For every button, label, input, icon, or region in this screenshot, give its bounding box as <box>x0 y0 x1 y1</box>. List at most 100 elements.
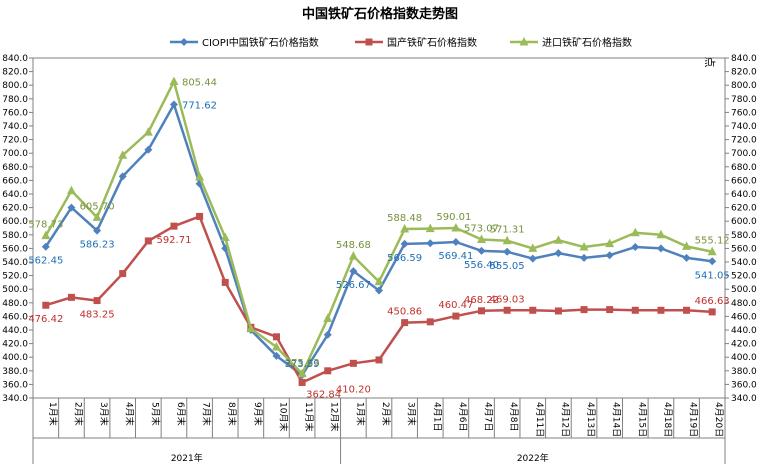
marker-square <box>554 307 562 315</box>
data-label: 541.05 <box>695 270 730 281</box>
data-label: 375.63 <box>285 358 320 369</box>
y-tick-label-right: 460.0 <box>731 312 757 322</box>
marker-square <box>478 307 486 315</box>
data-label: 555.12 <box>695 236 730 247</box>
plot-area-border <box>32 57 726 399</box>
y-tick-label-right: 660.0 <box>731 176 757 186</box>
marker-diamond <box>93 226 102 235</box>
marker-diamond <box>631 243 640 252</box>
y-tick-label-left: 520.0 <box>2 272 28 282</box>
marker-diamond <box>323 330 332 339</box>
x-tick-label: 10月末 <box>277 402 289 431</box>
y-tick-label-right: 340.0 <box>731 394 757 404</box>
data-label: 556.40 <box>464 260 499 271</box>
x-tick-label: 11月末 <box>303 402 315 431</box>
chart-title: 中国铁矿石价格指数走势图 <box>302 6 458 22</box>
marker-triangle <box>348 251 358 260</box>
marker-diamond <box>67 203 76 212</box>
data-label: 410.20 <box>336 384 371 395</box>
data-label: 586.23 <box>80 240 115 251</box>
marker-diamond <box>554 249 563 258</box>
x-tick-label: 8月末 <box>226 402 238 426</box>
marker-diamond <box>41 242 50 251</box>
marker-square <box>42 301 50 309</box>
marker-triangle <box>477 234 487 244</box>
marker-diamond <box>180 38 188 46</box>
marker-triangle <box>519 37 529 46</box>
data-label: 562.45 <box>28 256 63 267</box>
marker-triangle <box>707 246 717 256</box>
marker-square <box>221 278 229 286</box>
marker-triangle <box>656 229 666 239</box>
marker-square <box>144 237 152 245</box>
y-tick-label-right: 780.0 <box>731 95 757 105</box>
y-tick-label-right: 760.0 <box>731 108 757 118</box>
marker-square <box>93 297 101 305</box>
y-tick-label-right: 600.0 <box>731 217 757 227</box>
y-tick-label-right: 500.0 <box>731 285 757 295</box>
data-label: 450.86 <box>387 307 422 318</box>
marker-diamond <box>477 246 486 255</box>
marker-triangle <box>400 224 410 233</box>
marker-diamond <box>144 145 153 154</box>
marker-diamond <box>682 253 691 262</box>
data-label: 469.03 <box>490 294 525 305</box>
y-tick-label-right: 700.0 <box>731 149 757 159</box>
y-tick-label-left: 500.0 <box>2 285 28 295</box>
data-label: 566.59 <box>387 253 422 264</box>
data-labels: 562.45 586.23 771.62 373.59 526.67 566.59 569.… <box>28 78 729 401</box>
marker-triangle <box>605 238 615 248</box>
marker-square <box>452 312 460 320</box>
marker-square <box>426 318 434 326</box>
y-tick-label-left: 580.0 <box>2 231 28 241</box>
x-tick-label: 5月末 <box>149 402 161 426</box>
y-tick-label-left: 660.0 <box>2 176 28 186</box>
marker-triangle <box>451 222 461 232</box>
marker-triangle <box>118 150 128 159</box>
marker-square <box>170 222 178 230</box>
marker-square <box>365 38 373 46</box>
data-label: 588.48 <box>387 213 422 224</box>
y-tick-label-right: 580.0 <box>731 231 757 241</box>
marker-diamond <box>272 351 281 360</box>
marker-square <box>503 306 511 314</box>
x-tick-label: 1月末 <box>354 402 366 426</box>
y-tick-label-right: 820.0 <box>731 68 757 78</box>
series-layer <box>41 76 717 386</box>
y-tick-label-right: 720.0 <box>731 136 757 146</box>
x-tick-label: 4月18日 <box>662 402 673 437</box>
marker-diamond <box>400 239 409 248</box>
y-tick-label-right: 640.0 <box>731 190 757 200</box>
marker-diamond <box>656 244 665 253</box>
y-tick-label-right: 420.0 <box>731 340 757 350</box>
marker-triangle <box>528 243 538 252</box>
y-tick-label-left: 360.0 <box>2 380 28 390</box>
legend-label: 国产铁矿石价格指数 <box>387 36 477 49</box>
marker-square <box>708 308 716 316</box>
marker-square <box>349 359 357 367</box>
y-tick-label-left: 740.0 <box>2 122 28 132</box>
data-label: 460.47 <box>438 300 473 311</box>
y-tick-label-left: 760.0 <box>2 108 28 118</box>
x-tick-label: 4月14日 <box>611 402 622 437</box>
data-label: 569.41 <box>438 251 473 262</box>
x-tick-label: 1月末 <box>47 402 59 426</box>
year-label: 2022年 <box>517 452 549 464</box>
y-tick-label-right: 480.0 <box>731 299 757 309</box>
y-tick-label-left: 840.0 <box>2 54 28 64</box>
data-label: 476.42 <box>28 314 63 325</box>
marker-triangle <box>41 230 51 240</box>
x-tick-label: 2月末 <box>72 402 84 426</box>
y-tick-label-left: 680.0 <box>2 163 28 173</box>
marker-square <box>401 319 409 327</box>
x-tick-label: 4月6日 <box>457 402 468 431</box>
y-tick-label-right: 520.0 <box>731 272 757 282</box>
x-tick-label: 9月末 <box>252 402 264 426</box>
x-tick-label: 4月12日 <box>559 402 570 437</box>
data-label: 590.01 <box>436 212 471 223</box>
data-label: 571.31 <box>490 225 525 236</box>
y-tick-label-left: 800.0 <box>2 81 28 91</box>
right-axis-unit: 点 <box>703 57 716 68</box>
x-tick-label: 12月末 <box>329 402 341 431</box>
